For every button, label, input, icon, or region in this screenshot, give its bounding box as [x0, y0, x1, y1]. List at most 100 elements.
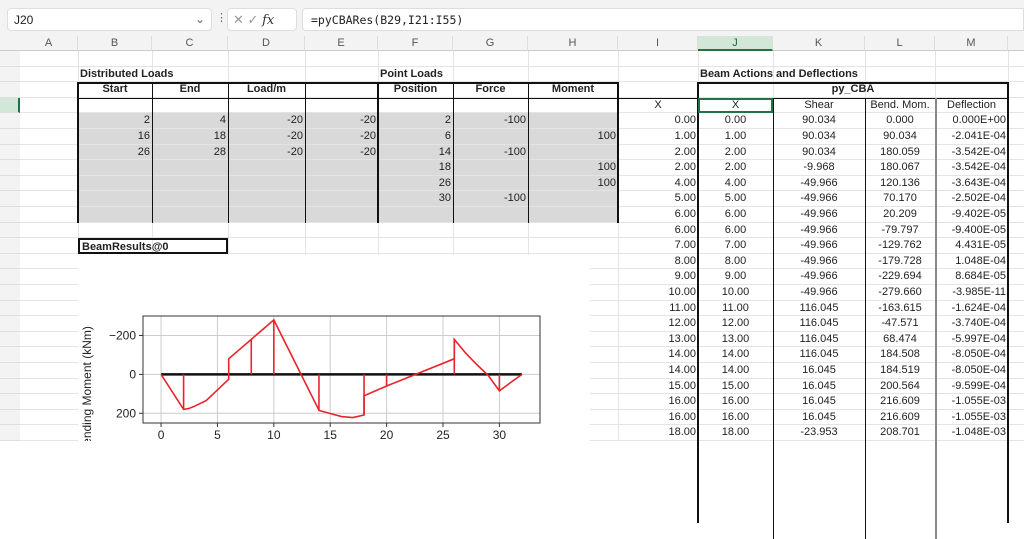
result-cell[interactable]: -3.740E-04 [935, 316, 1008, 332]
result-cell[interactable]: 200.564 [865, 379, 935, 395]
result-cell[interactable]: 116.045 [773, 316, 865, 332]
result-cell[interactable]: 16.045 [773, 394, 865, 410]
result-cell[interactable]: 1.048E-04 [935, 254, 1008, 270]
result-cell[interactable]: -9.599E-04 [935, 379, 1008, 395]
result-cell[interactable]: -3.985E-11 [935, 285, 1008, 301]
pl-cell[interactable] [528, 113, 618, 129]
result-cell[interactable]: 9.00 [698, 269, 773, 285]
column-header-A[interactable]: A [20, 36, 78, 51]
result-cell[interactable]: 7.00 [698, 238, 773, 254]
result-cell[interactable]: 11.00 [618, 301, 698, 317]
column-header-F[interactable]: F [378, 36, 453, 51]
result-cell[interactable]: 2.00 [618, 160, 698, 176]
chevron-down-icon[interactable]: ⌄ [195, 12, 205, 26]
result-cell[interactable]: 14.00 [698, 347, 773, 363]
pl-cell[interactable]: 18 [378, 160, 453, 176]
result-cell[interactable]: 8.684E-05 [935, 269, 1008, 285]
result-cell[interactable]: 90.034 [773, 113, 865, 129]
pl-cell[interactable] [528, 191, 618, 207]
result-cell[interactable]: 18.00 [698, 425, 773, 441]
result-cell[interactable]: -8.050E-04 [935, 347, 1008, 363]
result-cell[interactable]: -1.624E-04 [935, 301, 1008, 317]
result-cell[interactable]: 13.00 [618, 332, 698, 348]
result-cell[interactable]: -9.968 [773, 160, 865, 176]
result-cell[interactable]: -2.502E-04 [935, 191, 1008, 207]
result-cell[interactable]: -179.728 [865, 254, 935, 270]
result-cell[interactable]: 116.045 [773, 347, 865, 363]
result-cell[interactable]: -49.966 [773, 254, 865, 270]
result-cell[interactable]: 0.00 [618, 113, 698, 129]
result-cell[interactable]: -1.048E-03 [935, 425, 1008, 441]
result-cell[interactable]: 16.045 [773, 410, 865, 426]
result-cell[interactable]: 16.00 [618, 394, 698, 410]
result-cell[interactable]: 4.431E-05 [935, 238, 1008, 254]
dl-cell[interactable]: 18 [152, 129, 228, 145]
result-cell[interactable]: -3.542E-04 [935, 160, 1008, 176]
result-cell[interactable]: -8.050E-04 [935, 363, 1008, 379]
result-cell[interactable]: 11.00 [698, 301, 773, 317]
column-header-I[interactable]: I [618, 36, 698, 51]
result-cell[interactable]: 0.00 [698, 113, 773, 129]
result-cell[interactable]: 1.00 [618, 129, 698, 145]
result-cell[interactable]: 16.00 [698, 394, 773, 410]
result-cell[interactable]: 4.00 [618, 176, 698, 192]
result-cell[interactable]: -49.966 [773, 238, 865, 254]
results-title[interactable]: Beam Actions and Deflections [698, 67, 935, 83]
results-header[interactable]: Deflection [935, 98, 1008, 114]
result-cell[interactable]: 70.170 [865, 191, 935, 207]
result-cell[interactable]: 68.474 [865, 332, 935, 348]
column-header-K[interactable]: K [773, 36, 865, 51]
result-cell[interactable]: 90.034 [773, 145, 865, 161]
result-cell[interactable]: 6.00 [698, 207, 773, 223]
result-cell[interactable]: 16.00 [698, 410, 773, 426]
x-input-header[interactable]: X [618, 98, 698, 114]
pl-header[interactable]: Force [453, 82, 528, 98]
result-cell[interactable]: -49.966 [773, 176, 865, 192]
result-cell[interactable]: -163.615 [865, 301, 935, 317]
result-cell[interactable]: 184.519 [865, 363, 935, 379]
result-cell[interactable]: -49.966 [773, 269, 865, 285]
dl-cell[interactable]: -20 [228, 113, 305, 129]
result-cell[interactable]: 5.00 [618, 191, 698, 207]
pl-cell[interactable] [453, 129, 528, 145]
pl-cell[interactable]: 26 [378, 176, 453, 192]
result-cell[interactable]: 15.00 [698, 379, 773, 395]
dl-cell[interactable]: 2 [78, 113, 152, 129]
pl-cell[interactable] [528, 145, 618, 161]
result-cell[interactable]: -49.966 [773, 207, 865, 223]
result-cell[interactable]: 0.000E+00 [935, 113, 1008, 129]
result-cell[interactable]: -47.571 [865, 316, 935, 332]
result-cell[interactable]: 10.00 [698, 285, 773, 301]
column-header-L[interactable]: L [865, 36, 935, 51]
selected-cell-J20[interactable] [698, 98, 773, 114]
name-box[interactable]: J20⌄ [7, 8, 212, 31]
dl-cell[interactable]: -20 [305, 113, 378, 129]
result-cell[interactable]: -5.997E-04 [935, 332, 1008, 348]
result-cell[interactable]: -9.402E-05 [935, 207, 1008, 223]
result-cell[interactable]: 15.00 [618, 379, 698, 395]
result-cell[interactable]: -3.643E-04 [935, 176, 1008, 192]
pl-header[interactable]: Moment [528, 82, 618, 98]
pl-cell[interactable]: 100 [528, 160, 618, 176]
pl-cell[interactable]: 2 [378, 113, 453, 129]
result-cell[interactable]: 14.00 [618, 363, 698, 379]
point-loads-title[interactable]: Point Loads [378, 67, 528, 83]
pl-cell[interactable] [453, 176, 528, 192]
pl-cell[interactable]: 30 [378, 191, 453, 207]
result-cell[interactable]: 16.045 [773, 363, 865, 379]
result-cell[interactable]: 208.701 [865, 425, 935, 441]
result-cell[interactable]: 6.00 [618, 223, 698, 239]
result-cell[interactable]: 13.00 [698, 332, 773, 348]
result-cell[interactable]: 2.00 [698, 145, 773, 161]
dl-header[interactable]: End [152, 82, 228, 98]
result-cell[interactable]: 180.067 [865, 160, 935, 176]
result-cell[interactable]: -49.966 [773, 223, 865, 239]
more-options-icon[interactable]: ⋮ [216, 11, 227, 24]
enter-icon[interactable]: ✓ [248, 12, 259, 27]
pl-cell[interactable]: -100 [453, 145, 528, 161]
dl-cell[interactable]: 28 [152, 145, 228, 161]
result-cell[interactable]: 1.00 [698, 129, 773, 145]
result-cell[interactable]: -49.966 [773, 285, 865, 301]
result-cell[interactable]: 180.059 [865, 145, 935, 161]
